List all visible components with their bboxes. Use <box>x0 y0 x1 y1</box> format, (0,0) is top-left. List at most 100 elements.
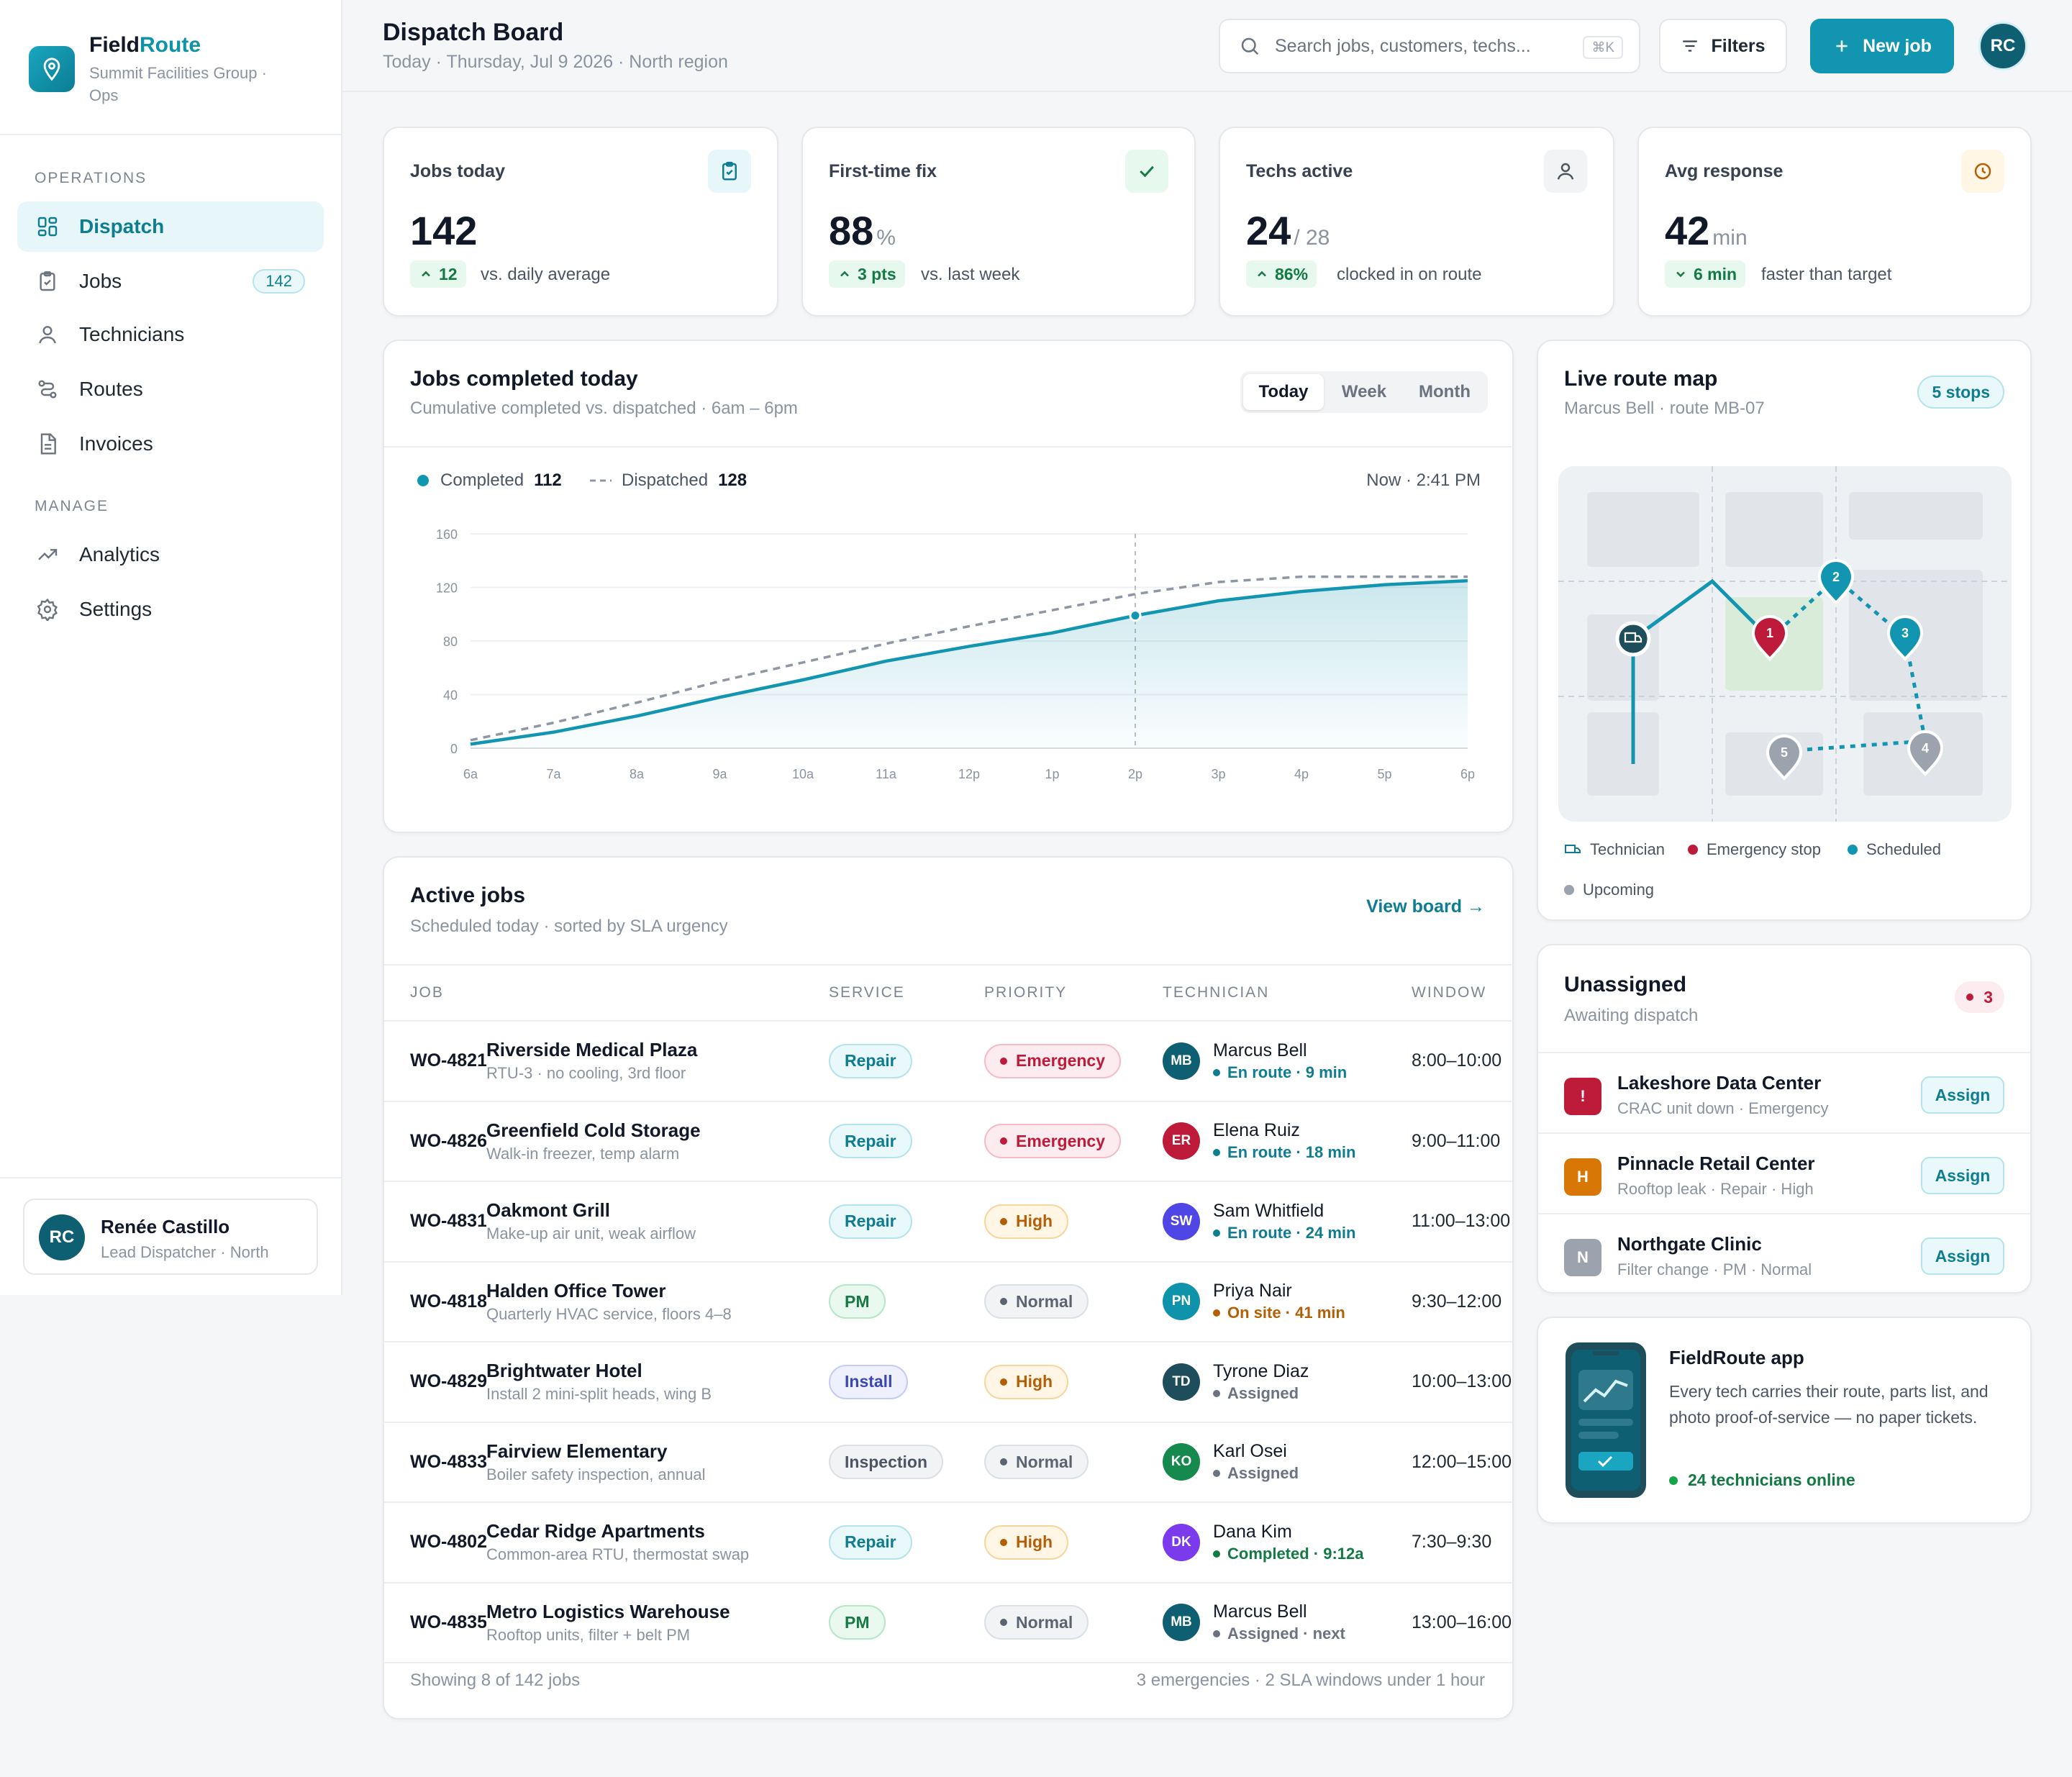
sidebar-item-settings[interactable]: Settings <box>17 584 324 635</box>
plus-icon <box>1836 40 1848 52</box>
legend-value: 128 <box>718 471 748 490</box>
unassigned-name: Lakeshore Data Center <box>1617 1072 1822 1094</box>
kpi-unit: % <box>876 226 896 250</box>
clock-icon <box>1961 150 2004 193</box>
job-site-desc: Rooftop units, filter + belt PM <box>486 1625 691 1644</box>
clipboard-icon <box>35 268 60 294</box>
table-row[interactable]: WO-4821 Riverside Medical Plaza RTU-3 · no… <box>384 1021 1512 1102</box>
header-avatar[interactable]: RC <box>1978 22 2027 71</box>
search-input[interactable]: Search jobs, customers, techs... ⌘K <box>1219 19 1640 73</box>
brand: FieldRoute Summit Facilities Group · Ops <box>0 0 341 135</box>
kpi-label: Avg response <box>1665 161 1784 181</box>
tab-week[interactable]: Week <box>1341 382 1387 401</box>
service-cell: Repair <box>829 1021 984 1102</box>
table-row[interactable]: WO-4802 Cedar Ridge Apartments Common-area… <box>384 1502 1512 1583</box>
priority-badge: Normal <box>984 1284 1089 1319</box>
phone-illustration <box>1566 1342 1646 1498</box>
technician-marker[interactable] <box>1615 621 1651 657</box>
y-tick-label: 80 <box>443 635 458 649</box>
avatar[interactable]: SW <box>1163 1202 1200 1240</box>
legend-label: Technician <box>1590 840 1665 858</box>
assign-button[interactable]: Assign <box>1921 1076 2004 1114</box>
table-row[interactable]: WO-4826 Greenfield Cold Storage Walk-in fr… <box>384 1101 1512 1182</box>
avatar[interactable]: MB <box>1163 1604 1200 1642</box>
tab-today[interactable]: Today <box>1243 374 1324 410</box>
avatar[interactable]: PN <box>1163 1283 1200 1321</box>
sidebar-item-analytics[interactable]: Analytics <box>17 530 324 580</box>
technician-cell: SW Sam Whitfield En route · 24 min <box>1163 1181 1412 1263</box>
assign-button[interactable]: Assign <box>1921 1157 2004 1194</box>
sidebar-item-technicians[interactable]: Technicians <box>17 309 324 360</box>
table-row[interactable]: WO-4829 Brightwater Hotel Install 2 mini-s… <box>384 1342 1512 1423</box>
jobs-completed-chart-card: Jobs completed today Cumulative complete… <box>383 340 1514 833</box>
brand-logo[interactable] <box>29 46 75 92</box>
legend-label: Completed <box>440 471 524 490</box>
avatar[interactable]: DK <box>1163 1523 1200 1561</box>
sidebar: FieldRoute Summit Facilities Group · Ops… <box>0 0 342 1295</box>
column-header-priority[interactable]: PRIORITY <box>984 964 1163 1022</box>
avatar[interactable]: TD <box>1163 1363 1200 1401</box>
sidebar-item-label: Analytics <box>79 543 160 565</box>
list-item[interactable]: ! Lakeshore Data Center CRAC unit down ·… <box>1538 1052 2030 1132</box>
priority-icon: H <box>1564 1158 1601 1196</box>
service-badge: PM <box>829 1605 886 1640</box>
assign-button[interactable]: Assign <box>1921 1237 2004 1275</box>
kpi-delta-value: 3 pts <box>858 264 896 283</box>
check-icon <box>1125 150 1168 193</box>
technician-cell: TD Tyrone Diaz Assigned <box>1163 1342 1412 1423</box>
route-map[interactable]: 1 2 3 4 5 <box>1558 466 2012 822</box>
priority-dot <box>1000 1619 1007 1627</box>
view-board-link[interactable]: View board → <box>1366 896 1485 917</box>
technician-name: Sam Whitfield <box>1213 1200 1324 1221</box>
sidebar-item-jobs[interactable]: Jobs 142 <box>17 256 324 306</box>
status-dot <box>1213 1389 1220 1397</box>
status-text: Assigned <box>1227 1464 1299 1483</box>
table-row[interactable]: WO-4835 Metro Logistics Warehouse Rooftop … <box>384 1582 1512 1663</box>
column-header-window[interactable]: WINDOW <box>1412 964 1512 1022</box>
list-item[interactable]: H Pinnacle Retail Center Rooftop leak · … <box>1538 1132 2030 1213</box>
window-cell: 12:00–15:00 <box>1412 1422 1512 1503</box>
completed-series-line <box>470 578 1468 746</box>
current-user-card[interactable]: RC Renée Castillo Lead Dispatcher · Nort… <box>23 1199 318 1275</box>
priority-badge: High <box>984 1364 1069 1399</box>
stop-label: 2 <box>1832 570 1840 584</box>
legend-completed: Completed 112 <box>417 471 562 491</box>
stop-marker-3[interactable]: 3 <box>1886 615 1924 661</box>
sidebar-item-routes[interactable]: Routes <box>17 364 324 414</box>
column-header-job[interactable]: JOB <box>384 964 829 1022</box>
stop-marker-5[interactable]: 5 <box>1766 735 1803 781</box>
job-site-desc: RTU-3 · no cooling, 3rd floor <box>486 1064 686 1083</box>
stop-marker-2[interactable]: 2 <box>1817 559 1855 605</box>
avatar[interactable]: MB <box>1163 1042 1200 1080</box>
list-item[interactable]: N Northgate Clinic Filter change · PM · … <box>1538 1213 2030 1292</box>
avatar[interactable]: KO <box>1163 1443 1200 1481</box>
new-job-label: New job <box>1863 35 1932 56</box>
job-site-name: Cedar Ridge Apartments <box>486 1520 705 1542</box>
brand-name-accent: Route <box>140 33 201 57</box>
sidebar-item-dispatch[interactable]: Dispatch <box>17 201 324 252</box>
column-header-service[interactable]: SERVICE <box>829 964 984 1022</box>
column-header-technician[interactable]: TECHNICIAN <box>1163 964 1412 1022</box>
tab-month[interactable]: Month <box>1419 382 1471 401</box>
stop-marker-4[interactable]: 4 <box>1907 730 1944 776</box>
online-dot <box>1669 1476 1678 1485</box>
priority-dot <box>1000 1217 1007 1225</box>
sidebar-item-invoices[interactable]: Invoices <box>17 419 324 469</box>
priority-label: Emergency <box>1016 1051 1106 1071</box>
table-row[interactable]: WO-4833 Fairview Elementary Boiler safety … <box>384 1422 1512 1503</box>
x-tick-label: 6a <box>463 767 478 781</box>
table-row[interactable]: WO-4831 Oakmont Grill Make-up air unit, we… <box>384 1181 1512 1263</box>
stop-marker-1[interactable]: 1 <box>1751 615 1789 661</box>
status-dot <box>1213 1550 1220 1558</box>
new-job-button[interactable]: New job <box>1810 19 1954 73</box>
priority-dot <box>1000 1538 1007 1546</box>
priority-cell: High <box>984 1342 1163 1423</box>
org-name: Summit Facilities Group · Ops <box>89 64 267 104</box>
table-row[interactable]: WO-4818 Halden Office Tower Quarterly HVAC… <box>384 1261 1512 1342</box>
priority-label: Normal <box>1016 1612 1073 1632</box>
technician-cell: KO Karl Osei Assigned <box>1163 1422 1412 1503</box>
avatar[interactable]: ER <box>1163 1122 1200 1160</box>
job-site-desc: Quarterly HVAC service, floors 4–8 <box>486 1304 732 1323</box>
filters-button[interactable]: Filters <box>1659 19 1787 73</box>
y-tick-label: 40 <box>443 688 458 703</box>
